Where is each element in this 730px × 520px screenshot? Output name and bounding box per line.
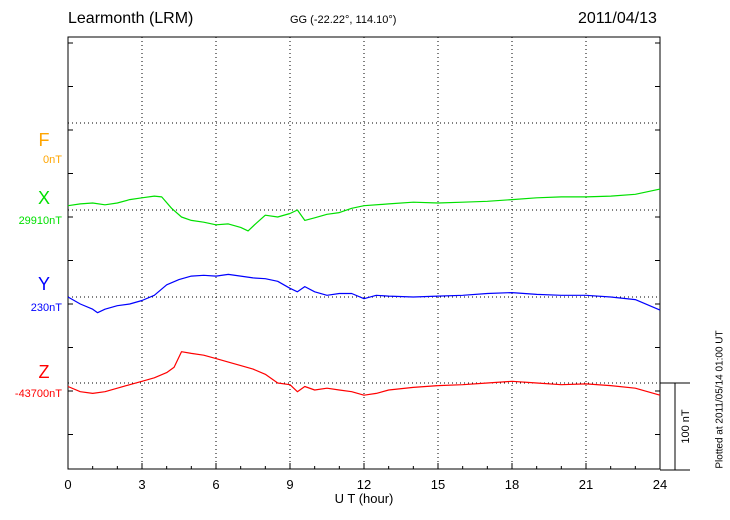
x-tick-label: 24 [653, 477, 667, 492]
x-tick-label: 18 [505, 477, 519, 492]
series-name-z: Z [39, 362, 50, 382]
series-baseline-z: -43700nT [15, 388, 62, 400]
x-tick-label: 12 [357, 477, 371, 492]
x-tick-label: 6 [212, 477, 219, 492]
chart-date: 2011/04/13 [578, 10, 657, 27]
series-baseline-f: 0nT [43, 154, 62, 166]
plot-timestamp-note: Plotted at 2011/05/14 01:00 UT [714, 330, 726, 469]
series-name-x: X [38, 188, 50, 208]
x-tick-label: 0 [64, 477, 71, 492]
x-tick-label: 15 [431, 477, 445, 492]
x-axis-label: U T (hour) [335, 491, 394, 506]
x-tick-label: 3 [138, 477, 145, 492]
station-coordinates: GG (-22.22°, 114.10°) [290, 14, 397, 26]
x-tick-label: 9 [286, 477, 293, 492]
series-baseline-y: 230nT [31, 302, 62, 314]
series-line-z [67, 351, 661, 396]
series-baseline-x: 29910nT [19, 215, 63, 227]
station-title: Learmonth (LRM) [68, 10, 194, 27]
scale-bar-label: 100 nT [680, 409, 692, 444]
series-name-f: F [39, 130, 50, 150]
x-tick-label: 21 [579, 477, 593, 492]
series-line-y [67, 273, 661, 314]
series-name-y: Y [38, 274, 50, 294]
series-line-x [67, 188, 661, 232]
